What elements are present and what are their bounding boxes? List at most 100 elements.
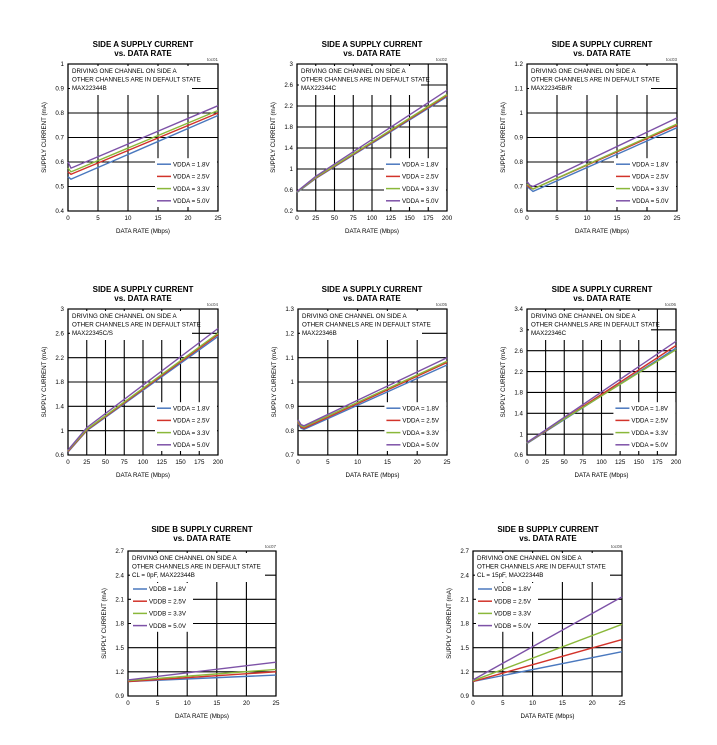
series-line xyxy=(526,127,678,193)
y-tick-label: 1.2 xyxy=(514,61,523,68)
legend-background xyxy=(384,402,447,451)
y-tick-label: 0.7 xyxy=(55,135,64,142)
y-axis-label: SUPPLY CURRENT (mA) xyxy=(101,588,108,659)
annotation-text: MAX22344B xyxy=(72,85,107,92)
series-line xyxy=(472,596,623,681)
y-tick-label: 1.4 xyxy=(514,410,523,417)
y-tick-label: 2.6 xyxy=(55,331,64,338)
y-tick-label: 2.1 xyxy=(460,597,469,604)
legend-background xyxy=(131,583,193,632)
x-tick-label: 150 xyxy=(404,215,415,222)
legend-label: VDDB = 5.0V xyxy=(149,623,187,630)
x-tick-label: 15 xyxy=(614,215,621,222)
legend-background xyxy=(614,158,676,207)
annotation-background xyxy=(70,311,192,340)
legend-label: VDDA = 3.3V xyxy=(402,430,440,437)
x-tick-label: 10 xyxy=(529,700,536,707)
annotation-text: MAX22345B/R xyxy=(531,85,572,92)
y-tick-label: 0.6 xyxy=(514,208,523,215)
legend-label: VDDA = 3.3V xyxy=(402,186,440,193)
annotation-text: OTHER CHANNELS ARE IN DEFAULT STATE xyxy=(477,564,606,571)
x-axis-label: DATA RATE (Mbps) xyxy=(175,713,229,720)
x-tick-label: 100 xyxy=(596,459,607,466)
x-tick-label: 10 xyxy=(184,700,191,707)
figure-code: toc03 xyxy=(666,57,678,62)
x-axis-label: DATA RATE (Mbps) xyxy=(575,228,629,235)
series-line xyxy=(297,357,448,427)
y-tick-label: 0.4 xyxy=(55,208,64,215)
legend-background xyxy=(155,158,217,207)
series-line xyxy=(296,89,448,193)
chart-title: SIDE A SUPPLY CURRENT xyxy=(552,40,653,49)
series-line xyxy=(127,661,277,681)
y-tick-label: 1 xyxy=(291,379,295,386)
x-axis-label: DATA RATE (Mbps) xyxy=(346,472,400,479)
x-tick-label: 150 xyxy=(634,459,645,466)
chart-title: SIDE A SUPPLY CURRENT xyxy=(93,285,194,294)
annotation-text: DRIVING ONE CHANNEL ON SIDE A xyxy=(72,68,178,75)
y-axis-label: SUPPLY CURRENT (mA) xyxy=(41,102,48,173)
annotation-background xyxy=(70,66,192,95)
annotation-text: DRIVING ONE CHANNEL ON SIDE A xyxy=(72,313,178,320)
series-line xyxy=(67,109,219,173)
series-line xyxy=(472,638,623,683)
x-tick-label: 200 xyxy=(442,215,453,222)
legend-label: VDDA = 2.5V xyxy=(402,174,440,181)
legend-label: VDDA = 5.0V xyxy=(173,442,211,449)
legend-label: VDDA = 1.8V xyxy=(173,405,211,412)
x-tick-label: 15 xyxy=(213,700,220,707)
series-line xyxy=(526,340,677,444)
x-tick-label: 0 xyxy=(525,215,529,222)
y-tick-label: 1.4 xyxy=(284,145,293,152)
plot-frame xyxy=(526,63,678,212)
y-axis-label: SUPPLY CURRENT (mA) xyxy=(270,102,277,173)
series-line xyxy=(67,112,219,176)
x-tick-label: 0 xyxy=(66,215,70,222)
annotation-text: OTHER CHANNELS ARE IN DEFAULT STATE xyxy=(302,322,431,329)
x-tick-label: 25 xyxy=(83,459,90,466)
legend-label: VDDA = 2.5V xyxy=(402,418,440,425)
y-tick-label: 0.8 xyxy=(55,110,64,117)
y-tick-label: 0.9 xyxy=(460,693,469,700)
chart-subtitle: vs. DATA RATE xyxy=(573,294,631,303)
annotation-text: CL = 15pF, MAX22344B xyxy=(477,572,543,579)
y-tick-label: 0.2 xyxy=(284,208,293,215)
figure-code: toc07 xyxy=(265,544,277,549)
annotation-background xyxy=(529,311,651,340)
legend-label: VDDA = 5.0V xyxy=(173,198,211,205)
x-tick-label: 15 xyxy=(155,215,162,222)
annotation-text: CL = 0pF, MAX22344B xyxy=(132,572,195,579)
plot-frame xyxy=(526,308,677,456)
legend-label: VDDB = 3.3V xyxy=(149,611,187,618)
chart-title: SIDE B SUPPLY CURRENT xyxy=(497,525,598,534)
annotation-text: DRIVING ONE CHANNEL ON SIDE A xyxy=(477,555,583,562)
chart-subtitle: vs. DATA RATE xyxy=(343,294,401,303)
y-tick-label: 1.8 xyxy=(460,621,469,628)
legend-label: VDDA = 2.5V xyxy=(173,418,211,425)
x-tick-label: 75 xyxy=(121,459,128,466)
x-tick-label: 25 xyxy=(273,700,280,707)
y-tick-label: 3.4 xyxy=(514,306,523,313)
y-tick-label: 1.5 xyxy=(460,645,469,652)
x-tick-label: 20 xyxy=(185,215,192,222)
figure-code: toc02 xyxy=(436,57,448,62)
chart-title: SIDE A SUPPLY CURRENT xyxy=(93,40,194,49)
x-tick-label: 200 xyxy=(671,459,682,466)
legend-label: VDDA = 5.0V xyxy=(402,442,440,449)
series-line xyxy=(67,105,219,169)
legend-background xyxy=(384,158,446,207)
x-tick-label: 175 xyxy=(652,459,663,466)
y-tick-label: 1.4 xyxy=(55,404,64,411)
chart-subtitle: vs. DATA RATE xyxy=(114,294,172,303)
x-tick-label: 125 xyxy=(615,459,626,466)
y-tick-label: 2.7 xyxy=(460,548,469,555)
x-tick-label: 0 xyxy=(296,459,300,466)
legend-label: VDDA = 1.8V xyxy=(402,405,440,412)
legend-label: VDDA = 3.3V xyxy=(631,430,669,437)
x-tick-label: 0 xyxy=(471,700,475,707)
legend-label: VDDA = 3.3V xyxy=(173,186,211,193)
